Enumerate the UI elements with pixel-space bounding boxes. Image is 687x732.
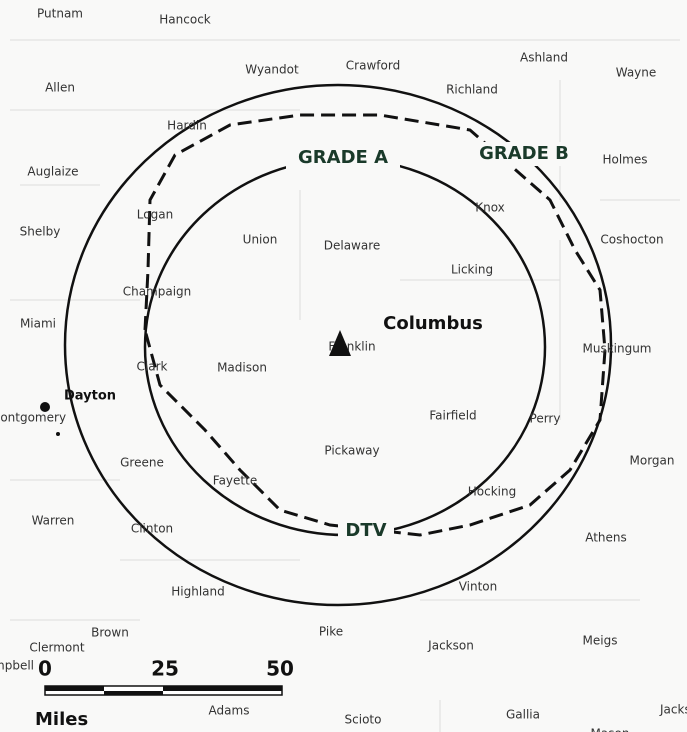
county-label: Clinton (131, 522, 173, 536)
county-label: Warren (32, 514, 75, 528)
columbus-marker (329, 330, 351, 356)
label-bg (338, 519, 394, 543)
county-label: Morgan (630, 454, 675, 468)
county-label: Jackson (659, 703, 687, 717)
county-label: Ashland (520, 51, 568, 65)
county-label: Brown (91, 626, 129, 640)
county-label: Hancock (159, 13, 211, 27)
county-label: Athens (585, 531, 627, 545)
contour-label: GRADE B (479, 143, 569, 164)
contour-label: DTV (345, 520, 386, 541)
dot (56, 432, 60, 436)
county-label: Perry (530, 412, 561, 426)
county-label: Knox (475, 201, 505, 215)
county-label: Greene (120, 456, 164, 470)
county-label: Scioto (345, 713, 382, 727)
scale-label: 0 (38, 657, 52, 681)
county-label: Coshocton (600, 233, 663, 247)
scale-segment (45, 686, 104, 691)
county-label: Auglaize (27, 165, 78, 179)
county-label: Union (243, 233, 278, 247)
dtv-contour (143, 113, 607, 537)
county-label: Hocking (468, 485, 516, 499)
scale-bar: 0 25 50 Miles (35, 657, 294, 731)
scale-label: 25 (151, 657, 179, 681)
scale-segment (163, 686, 282, 691)
label-bg (286, 146, 400, 170)
label-bg (466, 142, 582, 166)
county-label: Delaware (324, 239, 381, 253)
county-label: Holmes (602, 153, 647, 167)
county-label: Mason (591, 727, 630, 732)
county-label: Pike (319, 625, 343, 639)
city-label: Dayton (64, 389, 116, 404)
county-label: Clermont (29, 641, 84, 655)
county-borders (10, 39, 680, 732)
county-label: Highland (171, 585, 225, 599)
county-label: Adams (209, 704, 250, 718)
scale-label: 50 (266, 657, 294, 681)
county-label: Hardin (167, 119, 207, 133)
county-label: Madison (217, 361, 267, 375)
county-label: Allen (45, 81, 75, 95)
county-label: Licking (451, 263, 493, 277)
county-label: Miami (20, 317, 56, 331)
county-label: Fayette (213, 474, 257, 488)
contour-label: GRADE A (298, 147, 388, 168)
county-label: Shelby (20, 225, 61, 239)
county-label: Pickaway (324, 444, 379, 458)
county-label: Logan (137, 208, 173, 222)
county-label: Crawford (346, 59, 400, 73)
dayton-marker (40, 402, 50, 412)
county-labels: Putnam Hancock Wyandot Crawford Ashland Wayne… (0, 7, 687, 732)
county-label: Fairfield (429, 409, 476, 423)
grade-b-contour (63, 83, 613, 607)
scale-segment (104, 691, 163, 695)
county-label: Jackson (427, 639, 474, 653)
county-label: Campbell (0, 659, 34, 673)
county-label: Montgomery (0, 411, 66, 425)
county-label: Putnam (37, 7, 83, 21)
county-label: Wayne (616, 66, 657, 80)
county-label: Champaign (123, 285, 192, 299)
county-label: Clark (137, 360, 168, 374)
scale-unit: Miles (35, 709, 88, 730)
county-label: Richland (446, 83, 498, 97)
county-label: Vinton (459, 580, 498, 594)
county-label: Wyandot (245, 63, 299, 77)
county-label: Meigs (583, 634, 618, 648)
city-label: Columbus (383, 313, 483, 334)
county-label: Muskingum (582, 342, 651, 356)
county-label: Gallia (506, 708, 540, 722)
